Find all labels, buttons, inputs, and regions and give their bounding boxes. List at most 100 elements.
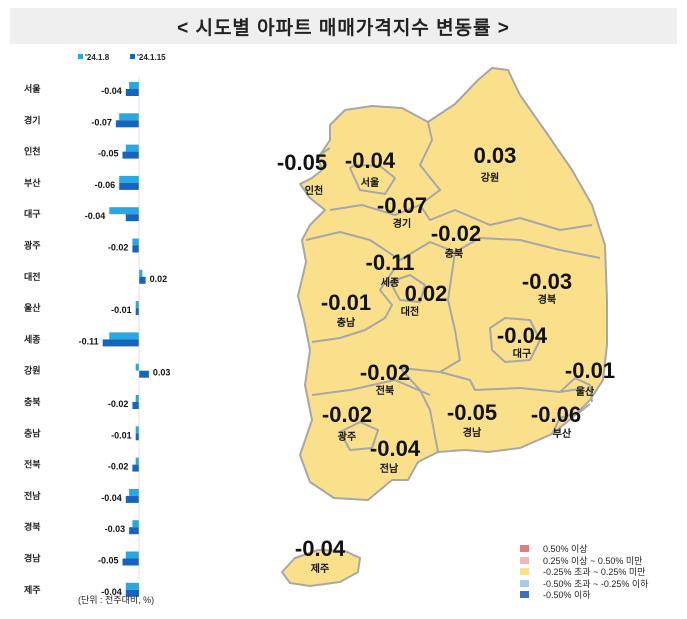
map-region-name: 강원 <box>481 171 499 184</box>
bar-1 <box>125 89 139 96</box>
category-label: 울산 <box>24 302 41 313</box>
map-region-name: 전남 <box>380 462 399 475</box>
map-region-value: -0.01 <box>321 290 371 315</box>
data-label: -0.07 <box>91 117 112 127</box>
map-region-name: 충남 <box>337 316 356 329</box>
map-region-label: -0.05 인천 <box>277 150 327 197</box>
bar-1 <box>122 151 139 159</box>
map-region-name: 경기 <box>393 217 411 230</box>
bar-0 <box>135 457 139 465</box>
bar-1 <box>125 589 139 597</box>
category-label: 대전 <box>24 271 41 282</box>
bar-row: 대전 0.02 <box>24 269 168 284</box>
map-region-label: 0.03 강원 <box>474 143 517 184</box>
legend-label: -0.50% 초과 ~ -0.25% 이하 <box>543 578 649 589</box>
map-region-name: 서울 <box>361 176 379 189</box>
bar-0 <box>125 582 139 590</box>
data-label: -0.06 <box>95 180 116 190</box>
category-label: 인천 <box>24 147 41 157</box>
map-region-name: 경남 <box>463 426 482 439</box>
map-region-value: 0.03 <box>474 143 517 168</box>
unit-note: (단위 : 전주대비, %) <box>78 595 154 605</box>
map-region-value: -0.04 <box>345 148 396 173</box>
legend-label: -0.25% 초과 ~ 0.25% 미만 <box>543 567 646 578</box>
bar-row: 경기 -0.07 <box>24 113 139 128</box>
map-region-name: 대전 <box>401 305 419 318</box>
category-label: 경남 <box>24 553 41 564</box>
category-label: 충북 <box>24 396 41 407</box>
page-title: < 시도별 아파트 매매가격지수 변동률 > <box>177 17 510 39</box>
legend-swatch-1 <box>130 54 135 59</box>
map-region-value: -0.05 <box>277 150 327 175</box>
title-bar: < 시도별 아파트 매매가격지수 변동률 > <box>10 8 677 44</box>
legend-row: -0.25% 초과 ~ 0.25% 미만 <box>520 566 648 578</box>
map-region-name: 광주 <box>338 431 356 443</box>
data-label: -0.05 <box>98 149 119 159</box>
legend-swatch <box>520 556 529 564</box>
data-label: -0.03 <box>105 524 126 534</box>
map-region-value: -0.04 <box>370 436 421 461</box>
map-region-value: -0.04 <box>295 536 346 561</box>
map-region-value: -0.02 <box>360 360 410 385</box>
data-label: -0.04 <box>101 587 122 597</box>
map-region-name: 경북 <box>538 293 556 306</box>
map-legend: 0.50% 이상 0.25% 이상 ~ 0.50% 미만 -0.25% 초과 ~ 0… <box>520 543 648 601</box>
legend-row: -0.50% 초과 ~ -0.25% 이하 <box>520 578 648 590</box>
legend-row: 0.50% 이상 <box>520 543 648 555</box>
bar-0 <box>119 113 139 121</box>
data-label: -0.02 <box>108 462 129 472</box>
data-label: -0.04 <box>101 493 122 503</box>
bar-0 <box>119 175 139 183</box>
category-label: 충남 <box>24 427 41 438</box>
map-region-label: -0.04 서울 <box>345 148 396 189</box>
bar-0 <box>125 551 139 559</box>
data-label: 0.03 <box>153 368 171 378</box>
data-label: -0.05 <box>98 556 119 566</box>
category-label: 경북 <box>24 521 41 532</box>
legend-label: 0.50% 이상 <box>543 544 588 555</box>
bar-0 <box>109 332 139 340</box>
bar-1 <box>139 276 146 284</box>
map-region-name: 인천 <box>305 184 323 197</box>
bar-1 <box>115 120 139 128</box>
category-label: 대구 <box>24 208 41 219</box>
bar-row: 강원 0.03 <box>24 363 171 378</box>
bar-1 <box>132 402 139 409</box>
bar-row: 광주 -0.02 <box>24 238 139 253</box>
data-label: -0.01 <box>111 430 132 440</box>
bar-1 <box>132 464 139 472</box>
bar-0 <box>109 207 139 215</box>
map-region-value: -0.02 <box>322 402 372 427</box>
data-label: 0.02 <box>150 274 168 284</box>
bar-1 <box>129 527 139 535</box>
legend-swatch <box>520 579 529 587</box>
data-label: -0.02 <box>108 399 129 409</box>
bar-row: 경북 -0.03 <box>24 520 139 535</box>
map-region-name: 부산 <box>553 427 572 440</box>
bar-0 <box>135 301 139 309</box>
map-region-value: -0.05 <box>447 400 497 425</box>
bar-row: 전남 -0.04 <box>24 488 139 503</box>
bar-1 <box>125 214 139 222</box>
bar-1 <box>135 433 139 441</box>
bar-row: 전북 -0.02 <box>24 457 139 472</box>
map-region-label: -0.02 광주 <box>322 402 372 443</box>
legend-label-0: '24.1.8 <box>85 53 110 62</box>
legend-swatch <box>520 545 529 553</box>
data-label: -0.01 <box>111 305 132 315</box>
bar-1 <box>119 182 139 190</box>
category-label: 부산 <box>24 177 41 188</box>
map-region-value: -0.02 <box>431 221 481 246</box>
legend-row: 0.25% 이상 ~ 0.50% 미만 <box>520 555 648 567</box>
